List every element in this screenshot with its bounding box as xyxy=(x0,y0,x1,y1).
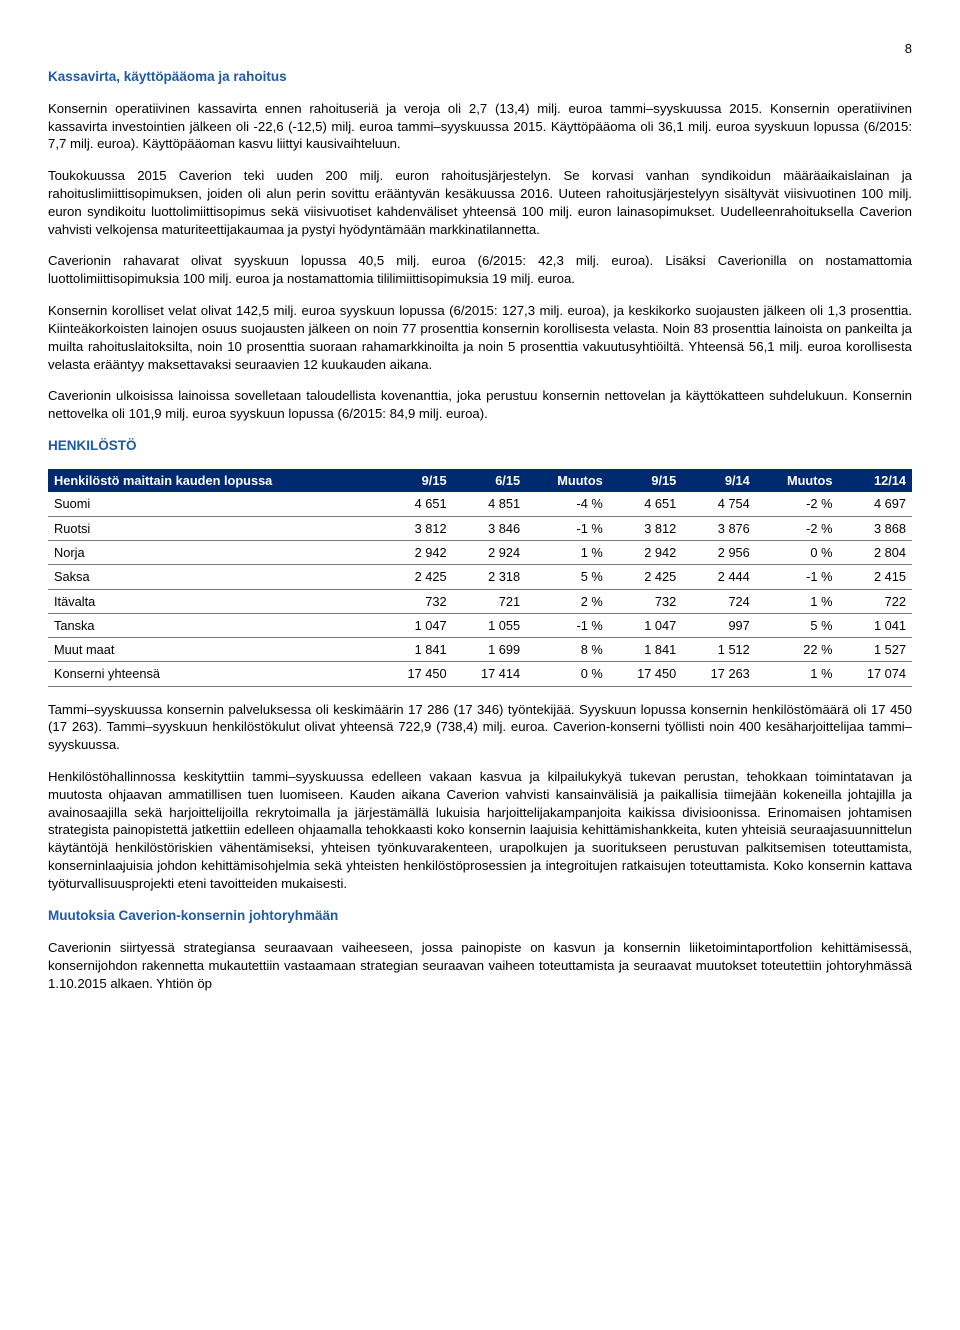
table-cell: 1 527 xyxy=(838,638,912,662)
table-header: Muutos xyxy=(526,469,609,492)
section-title-cashflow: Kassavirta, käyttöpääoma ja rahoitus xyxy=(48,68,912,86)
table-cell: -1 % xyxy=(526,516,609,540)
paragraph: Henkilöstöhallinnossa keskityttiin tammi… xyxy=(48,768,912,893)
table-cell: 2 425 xyxy=(379,565,453,589)
table-cell: 724 xyxy=(682,589,756,613)
paragraph: Konsernin korolliset velat olivat 142,5 … xyxy=(48,302,912,373)
table-cell: 3 812 xyxy=(609,516,683,540)
table-cell: 1 041 xyxy=(838,613,912,637)
table-cell: 4 851 xyxy=(453,492,527,516)
table-cell: 721 xyxy=(453,589,527,613)
table-cell: Muut maat xyxy=(48,638,379,662)
table-cell: 2 444 xyxy=(682,565,756,589)
table-cell: 22 % xyxy=(756,638,839,662)
paragraph: Caverionin rahavarat olivat syyskuun lop… xyxy=(48,252,912,288)
table-cell: 722 xyxy=(838,589,912,613)
table-cell: 17 414 xyxy=(453,662,527,686)
table-cell: 1 841 xyxy=(609,638,683,662)
table-cell: 3 812 xyxy=(379,516,453,540)
table-cell: 17 263 xyxy=(682,662,756,686)
table-cell: 2 924 xyxy=(453,540,527,564)
table-cell: Norja xyxy=(48,540,379,564)
table-row: Ruotsi3 8123 846-1 %3 8123 876-2 %3 868 xyxy=(48,516,912,540)
table-cell: 2 % xyxy=(526,589,609,613)
table-cell: 1 047 xyxy=(379,613,453,637)
table-cell: 1 055 xyxy=(453,613,527,637)
page-number: 8 xyxy=(48,40,912,58)
personnel-table: Henkilöstö maittain kauden lopussa 9/15 … xyxy=(48,469,912,686)
table-cell: Tanska xyxy=(48,613,379,637)
table-cell: 1 699 xyxy=(453,638,527,662)
table-row: Norja2 9422 9241 %2 9422 9560 %2 804 xyxy=(48,540,912,564)
table-cell: 732 xyxy=(609,589,683,613)
table-cell: 0 % xyxy=(756,540,839,564)
table-cell: -1 % xyxy=(756,565,839,589)
table-cell: 4 651 xyxy=(379,492,453,516)
table-cell: 4 697 xyxy=(838,492,912,516)
table-cell: -4 % xyxy=(526,492,609,516)
table-cell: 2 804 xyxy=(838,540,912,564)
section-title-management: Muutoksia Caverion-konsernin johtoryhmää… xyxy=(48,907,912,925)
table-header: 9/15 xyxy=(609,469,683,492)
table-header: 6/15 xyxy=(453,469,527,492)
paragraph: Toukokuussa 2015 Caverion teki uuden 200… xyxy=(48,167,912,238)
table-cell: Saksa xyxy=(48,565,379,589)
table-cell: 997 xyxy=(682,613,756,637)
table-cell: 1 % xyxy=(756,662,839,686)
table-cell: 4 651 xyxy=(609,492,683,516)
table-row: Suomi4 6514 851-4 %4 6514 754-2 %4 697 xyxy=(48,492,912,516)
paragraph: Caverionin ulkoisissa lainoissa sovellet… xyxy=(48,387,912,423)
table-cell: 5 % xyxy=(756,613,839,637)
section-title-personnel: HENKILÖSTÖ xyxy=(48,437,912,455)
table-row: Muut maat1 8411 6998 %1 8411 51222 %1 52… xyxy=(48,638,912,662)
table-cell: 3 846 xyxy=(453,516,527,540)
table-cell: Itävalta xyxy=(48,589,379,613)
table-row: Tanska1 0471 055-1 %1 0479975 %1 041 xyxy=(48,613,912,637)
table-cell: -2 % xyxy=(756,492,839,516)
table-header-row: Henkilöstö maittain kauden lopussa 9/15 … xyxy=(48,469,912,492)
table-cell: -2 % xyxy=(756,516,839,540)
table-cell: Ruotsi xyxy=(48,516,379,540)
table-cell: 17 450 xyxy=(379,662,453,686)
table-cell: 17 450 xyxy=(609,662,683,686)
table-cell: 2 942 xyxy=(379,540,453,564)
paragraph: Caverionin siirtyessä strategiansa seura… xyxy=(48,939,912,992)
table-cell: 17 074 xyxy=(838,662,912,686)
table-cell: 1 047 xyxy=(609,613,683,637)
table-header: Henkilöstö maittain kauden lopussa xyxy=(48,469,379,492)
table-cell: Konserni yhteensä xyxy=(48,662,379,686)
table-header: 12/14 xyxy=(838,469,912,492)
paragraph: Konsernin operatiivinen kassavirta ennen… xyxy=(48,100,912,153)
table-header: 9/15 xyxy=(379,469,453,492)
table-cell: -1 % xyxy=(526,613,609,637)
table-cell: 2 942 xyxy=(609,540,683,564)
table-header: 9/14 xyxy=(682,469,756,492)
table-cell: 1 % xyxy=(526,540,609,564)
table-cell: 732 xyxy=(379,589,453,613)
table-cell: 5 % xyxy=(526,565,609,589)
table-cell: 1 512 xyxy=(682,638,756,662)
table-header: Muutos xyxy=(756,469,839,492)
table-cell: 3 876 xyxy=(682,516,756,540)
table-cell: 2 318 xyxy=(453,565,527,589)
table-row: Konserni yhteensä17 45017 4140 %17 45017… xyxy=(48,662,912,686)
table-cell: 1 % xyxy=(756,589,839,613)
table-cell: 2 415 xyxy=(838,565,912,589)
table-row: Itävalta7327212 %7327241 %722 xyxy=(48,589,912,613)
table-cell: 2 425 xyxy=(609,565,683,589)
table-cell: 2 956 xyxy=(682,540,756,564)
table-cell: 8 % xyxy=(526,638,609,662)
table-row: Saksa2 4252 3185 %2 4252 444-1 %2 415 xyxy=(48,565,912,589)
table-cell: 3 868 xyxy=(838,516,912,540)
paragraph: Tammi–syyskuussa konsernin palveluksessa… xyxy=(48,701,912,754)
table-cell: 0 % xyxy=(526,662,609,686)
table-cell: 4 754 xyxy=(682,492,756,516)
table-cell: 1 841 xyxy=(379,638,453,662)
table-cell: Suomi xyxy=(48,492,379,516)
